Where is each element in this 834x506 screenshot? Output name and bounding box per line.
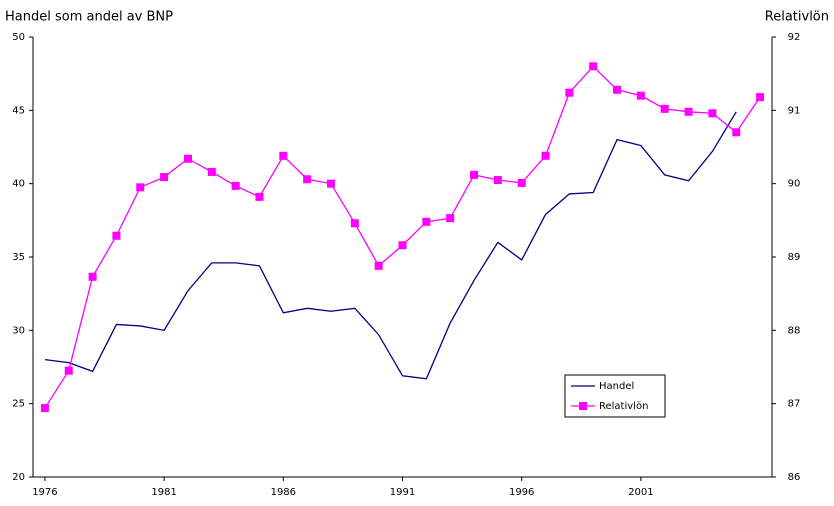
marker — [493, 176, 502, 184]
marker — [398, 241, 407, 250]
marker — [279, 151, 288, 160]
y2-tick-label: 86 — [788, 472, 801, 483]
y-tick-label: 45 — [12, 105, 25, 116]
marker — [613, 85, 622, 94]
marker — [541, 151, 550, 160]
marker — [136, 183, 145, 192]
marker — [756, 93, 765, 102]
marker — [207, 167, 216, 176]
marker — [684, 107, 693, 116]
marker — [350, 219, 359, 228]
marker — [160, 173, 169, 182]
y-tick-label: 50 — [12, 32, 25, 43]
series-line — [44, 111, 737, 380]
marker — [40, 404, 49, 413]
x-tick-label: 1991 — [390, 487, 415, 498]
y-tick-label: 40 — [12, 179, 25, 190]
marker — [636, 91, 645, 100]
marker — [732, 128, 741, 137]
marker — [255, 192, 264, 201]
series-line — [44, 65, 761, 409]
x-tick-label: 1976 — [32, 487, 57, 498]
marker — [517, 178, 526, 187]
marker — [374, 261, 383, 270]
y2-tick-label: 89 — [788, 252, 801, 263]
marker — [326, 179, 335, 188]
marker — [422, 217, 431, 226]
marker — [112, 231, 121, 240]
x-tick-label: 1986 — [271, 487, 296, 498]
legend-label: Relativlön — [599, 401, 648, 412]
legend-label: Handel — [599, 381, 634, 392]
marker — [470, 170, 479, 179]
legend-marker — [579, 402, 587, 410]
x-tick-label: 2001 — [628, 487, 653, 498]
marker — [589, 62, 598, 71]
y2-axis-label: Relativlön — [765, 10, 829, 25]
marker — [708, 109, 717, 118]
y2-tick-label: 90 — [788, 179, 801, 190]
y2-tick-label: 91 — [788, 105, 801, 116]
marker — [88, 272, 97, 281]
x-tick-label: 1981 — [151, 487, 176, 498]
y-tick-label: 20 — [12, 472, 25, 483]
y-tick-label: 25 — [12, 399, 25, 410]
marker — [303, 175, 312, 184]
y2-tick-label: 87 — [788, 399, 801, 410]
y2-tick-label: 88 — [788, 325, 801, 336]
marker — [231, 181, 240, 190]
y-axis-label: Handel som andel av BNP — [5, 10, 173, 25]
y-tick-label: 30 — [12, 325, 25, 336]
marker — [446, 214, 455, 223]
marker — [660, 104, 669, 113]
marker — [565, 88, 574, 97]
marker — [64, 366, 73, 375]
marker — [183, 154, 192, 163]
x-tick-label: 1996 — [509, 487, 534, 498]
y-tick-label: 35 — [12, 252, 25, 263]
y2-tick-label: 92 — [788, 32, 801, 43]
